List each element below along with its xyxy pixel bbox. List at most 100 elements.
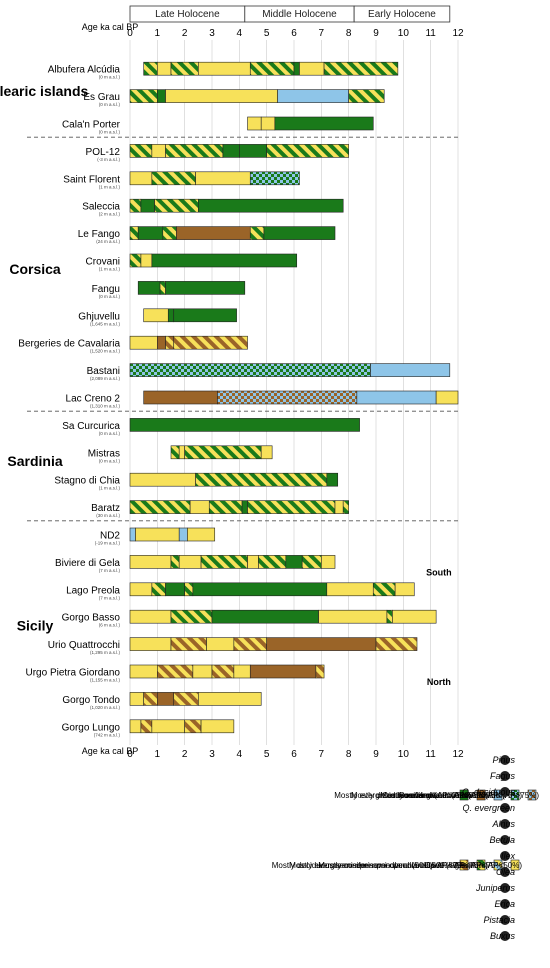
legend-label-open: Open vegetation (AP<50%) [424,861,522,870]
tick-top-7: 7 [319,28,325,39]
bar-segment-sev [386,609,393,624]
legend-label-conif: Mostly conifer woodland (AP>75%) [380,791,505,800]
site-elevation: (742 m a.s.l.) [94,732,121,737]
period-label-2: Early Holocene [368,9,436,20]
bar-segment-open [260,445,273,460]
bar-segment-ev [192,582,328,597]
bar-segment-sev [170,609,213,624]
site-label: Le Fango [78,229,121,240]
bar-segment-sev [151,582,166,597]
bar-segment-open [260,116,276,131]
bar-segment-cdd [184,719,202,734]
site-label: Gorgo Basso [62,613,121,624]
bar-segment-ev [137,226,164,240]
site-elevation: (0 m a.s.l.) [99,458,121,463]
bar-segment-ev [151,253,298,268]
legend-swatch-cdd [459,859,469,871]
bar-segment-open [140,253,153,268]
site-label: Fangu [92,284,120,295]
tick-bottom-5: 5 [264,749,270,760]
tick-bottom-11: 11 [425,749,436,760]
bar-segment-cdd [170,637,207,651]
bar-segment-sev [129,198,142,213]
site-bar-13 [129,363,451,377]
taxon-icon [500,899,510,909]
site-bar-15 [143,308,237,323]
taxon-icon [500,931,510,941]
bar-segment-sev [129,144,153,158]
tick-top-4: 4 [237,28,243,39]
site-label: Es Grau [83,92,120,103]
taxon-icon [500,755,510,765]
bar-segment-open [129,472,196,487]
site-bar-19 [129,198,344,213]
bar-segment-open [321,555,336,569]
site-elevation: (-19 m a.s.l.) [95,541,121,546]
site-label: Cala'n Porter [62,120,121,131]
bar-segment-open [247,116,262,131]
site-elevation: (1 m a.s.l.) [99,184,121,189]
region-label-0: Sicily [17,617,54,633]
legend-label-cev: Conifer-evergreen woodland (AP>75%) [382,791,522,800]
site-label: Bastani [87,366,120,377]
sublabel-south: South [426,568,452,578]
taxon-icon [500,819,510,829]
site-bar-3 [129,637,418,651]
taxon-label: Olea [496,867,515,877]
site-elevation: (0 m a.s.l.) [99,102,121,107]
bar-segment-open [129,692,144,706]
bar-segment-open [334,500,344,514]
bar-segment-ev [241,500,248,514]
site-label: Baratz [91,503,120,514]
taxon-label: Q. deciduous [462,787,516,797]
site-bar-4 [129,609,437,624]
site-elevation: (2,089 m a.s.l.) [90,376,121,381]
bars [129,61,459,734]
period-label-1: Middle Holocene [262,9,337,20]
bar-segment-ev [157,89,166,103]
bar-segment-sev [129,500,191,514]
tick-bottom-1: 1 [155,749,161,760]
bar-segment-sev [184,445,262,460]
site-label: ND2 [100,531,120,542]
site-label: Mistras [88,448,120,459]
bar-segment-open [178,555,202,569]
site-bar-5 [129,582,415,597]
tick-top-1: 1 [155,28,161,39]
site-label: Bergeries de Cavalaria [18,339,120,350]
bar-segment-cdd [140,719,153,734]
site-elevation: (1,520 m a.s.l.) [90,349,121,354]
bar-segment-sev [200,555,248,569]
bar-segment-sev [208,500,243,514]
site-bar-20 [129,171,300,186]
bar-segment-sev [258,555,287,569]
legend-swatch-csev [493,859,503,871]
bar-segment-open [165,89,278,103]
site-bar-14 [129,335,248,350]
bar-segment-ccd [217,390,358,405]
site-elevation: (2 m a.s.l.) [99,212,121,217]
site-label: Saint Florent [63,174,120,185]
tick-top-0: 0 [127,28,133,39]
tick-bottom-9: 9 [373,749,379,760]
bar-segment-sev [159,281,166,295]
site-elevation: (1,310 m a.s.l.) [90,404,121,409]
bar-segment-open [178,445,185,460]
region-labels: Sicily Sardinia Corsica Balearic islands Nor… [0,83,452,687]
bar-segment-dec [157,692,175,706]
site-bar-6 [129,555,336,569]
bar-segment-sev [154,198,199,213]
taxon-icon [500,915,510,925]
bar-segment-open [299,61,325,76]
bar-segment-ev [198,198,344,213]
legend-swatch-ev [459,789,469,801]
bar-segment-sev [129,89,158,103]
period-header: Late Holocene Middle Holocene Early Holoce… [129,5,451,23]
bar-segment-open [129,171,153,186]
bar-segment-ev [293,61,300,76]
site-bar-16 [137,281,246,295]
legend-swatch-dec [476,789,486,801]
site-label: Gorgo Tondo [62,695,120,706]
taxa-legend: Pinus Fagus Q. deciduous Q. evergreen Alnus B… [462,755,516,941]
